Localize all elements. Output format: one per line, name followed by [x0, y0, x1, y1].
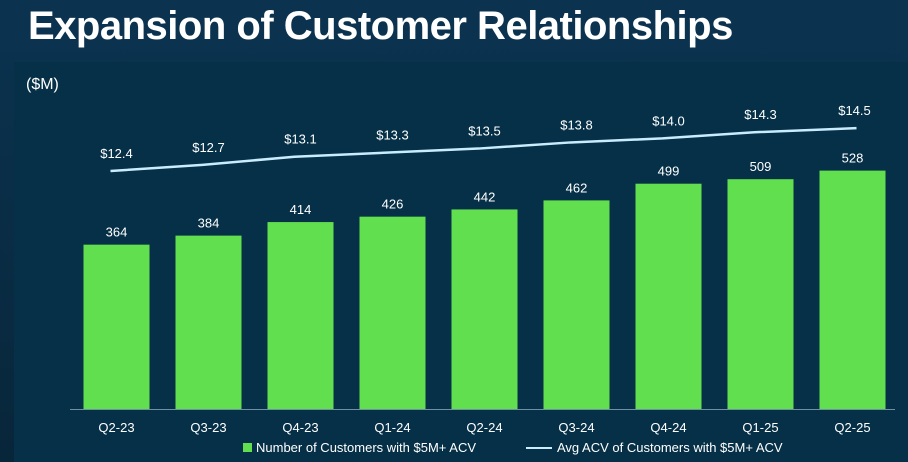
- x-tick-Q3-23: Q3-23: [190, 420, 226, 435]
- bar-label-Q2-24: 442: [474, 189, 496, 204]
- line-label-Q3-23: $12.7: [192, 140, 225, 155]
- legend-line-swatch: [526, 446, 552, 449]
- bar-label-Q2-23: 364: [106, 225, 128, 240]
- line-label-Q1-25: $14.3: [744, 107, 777, 122]
- bar-Q2-23: [83, 244, 150, 409]
- bar-label-Q2-25: 528: [842, 151, 864, 166]
- bar-label-Q1-25: 509: [750, 159, 772, 174]
- unit-label: ($M): [26, 76, 59, 93]
- legend-line-label: Avg ACV of Customers with $5M+ ACV: [557, 440, 783, 455]
- bar-Q2-25: [819, 170, 886, 409]
- avg-acv-line: [110, 126, 857, 173]
- bar-Q1-24: [359, 216, 426, 409]
- legend-bar-swatch: [243, 443, 252, 452]
- bar-Q4-24: [635, 183, 702, 409]
- bar-label-Q1-24: 426: [382, 197, 404, 212]
- bar-label-Q3-24: 462: [566, 180, 588, 195]
- legend-bar-label: Number of Customers with $5M+ ACV: [256, 440, 476, 455]
- x-tick-Q1-24: Q1-24: [374, 420, 410, 435]
- bar-Q3-23: [175, 235, 242, 409]
- bar-Q3-24: [543, 200, 610, 409]
- bar-Q2-24: [451, 209, 518, 409]
- x-tick-Q2-24: Q2-24: [466, 420, 502, 435]
- x-tick-Q1-25: Q1-25: [742, 420, 778, 435]
- line-label-Q4-24: $14.0: [652, 113, 685, 128]
- line-label-Q2-24: $13.5: [468, 124, 501, 139]
- legend-line: Avg ACV of Customers with $5M+ ACV: [526, 440, 783, 455]
- page-title: Expansion of Customer Relationships: [28, 4, 733, 48]
- line-label-Q4-23: $13.1: [284, 132, 317, 147]
- bar-label-Q4-24: 499: [658, 164, 680, 179]
- x-tick-Q3-24: Q3-24: [558, 420, 594, 435]
- bar-Q4-23: [267, 222, 334, 409]
- x-tick-Q2-23: Q2-23: [98, 420, 134, 435]
- x-tick-Q2-25: Q2-25: [834, 420, 870, 435]
- bar-Q1-25: [727, 179, 794, 409]
- bar-label-Q3-23: 384: [198, 216, 220, 231]
- x-tick-Q4-24: Q4-24: [650, 420, 686, 435]
- line-label-Q2-23: $12.4: [100, 146, 133, 161]
- line-label-Q3-24: $13.8: [560, 117, 593, 132]
- legend-bars: Number of Customers with $5M+ ACV: [243, 440, 476, 455]
- line-label-Q1-24: $13.3: [376, 128, 409, 143]
- bar-label-Q4-23: 414: [290, 202, 312, 217]
- line-label-Q2-25: $14.5: [838, 103, 871, 118]
- x-tick-Q4-23: Q4-23: [282, 420, 318, 435]
